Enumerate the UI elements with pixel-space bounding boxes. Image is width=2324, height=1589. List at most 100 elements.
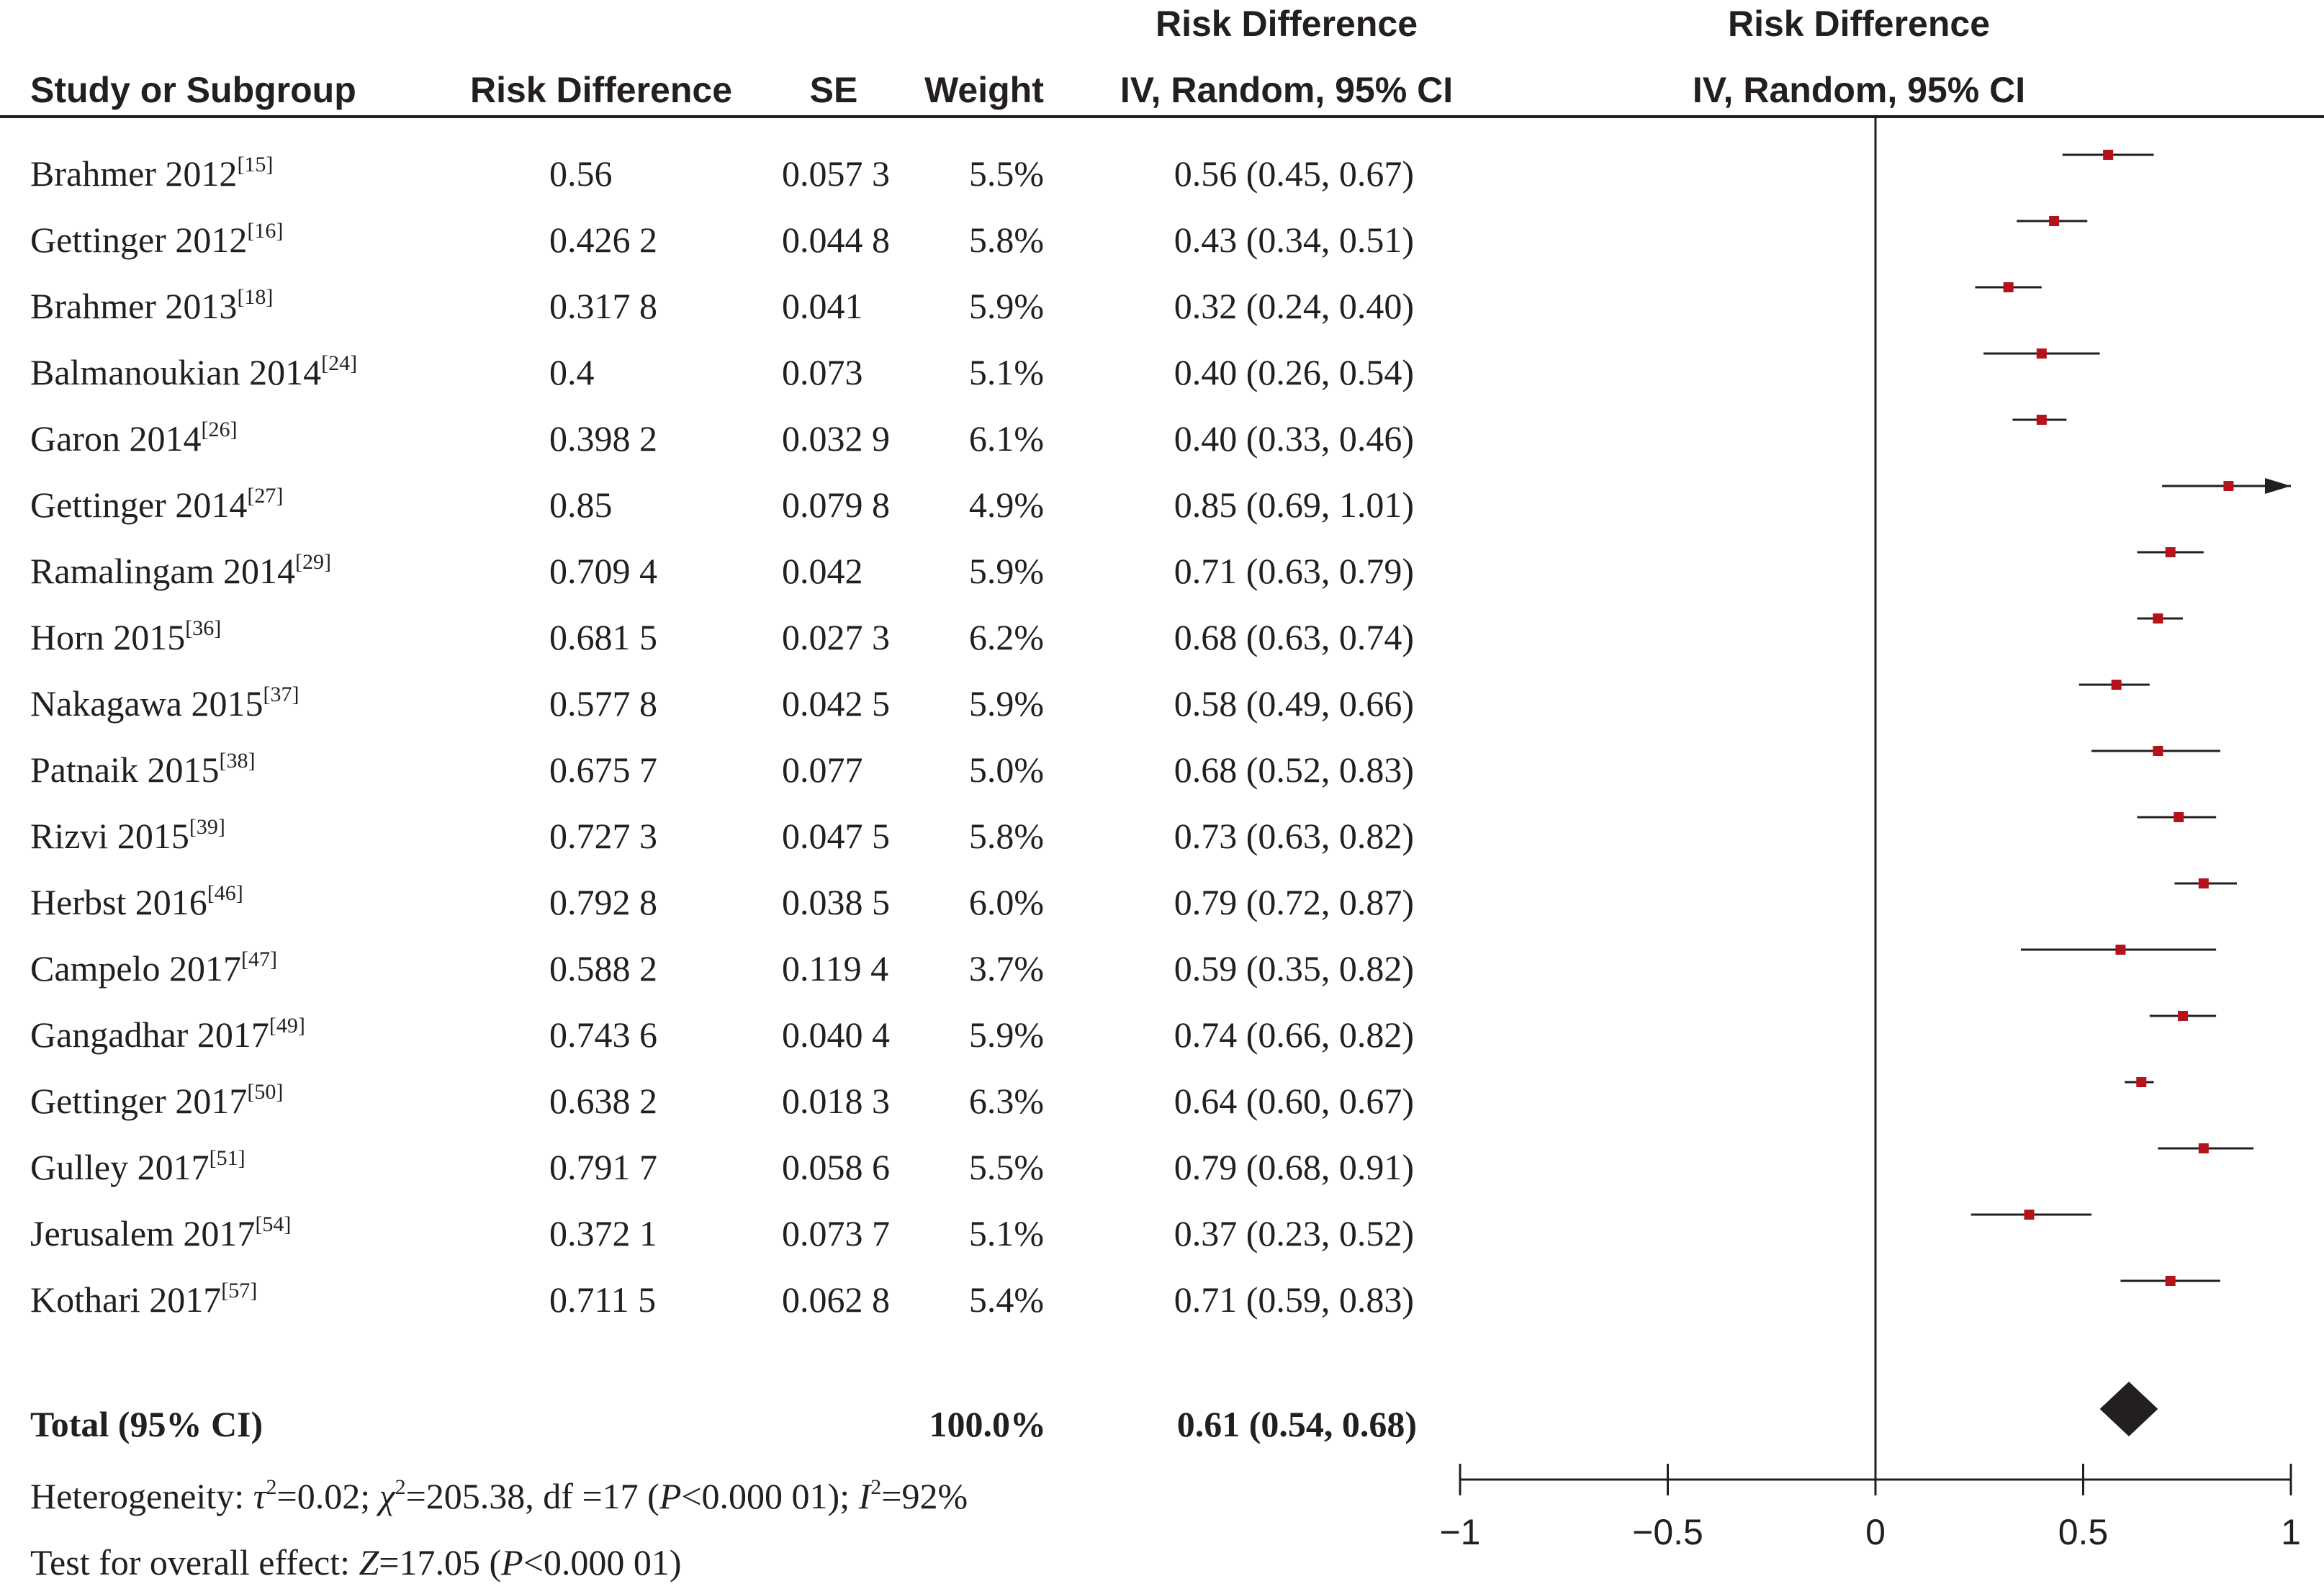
study-marker <box>2153 613 2163 624</box>
study-label: Gangadhar 2017 <box>30 1014 269 1055</box>
weight-value: 6.2% <box>968 617 1044 657</box>
study-label: Campelo 2017 <box>30 948 242 989</box>
pooled-diamond <box>2099 1382 2158 1436</box>
weight-value: 6.0% <box>968 882 1044 922</box>
risk-difference-value: 0.791 7 <box>549 1147 657 1187</box>
risk-difference-value: 0.709 4 <box>549 551 657 591</box>
se-value: 0.044 8 <box>782 220 890 260</box>
study-name: Jerusalem 2017[54] <box>30 1213 291 1253</box>
ci-value: 0.58 (0.49, 0.66) <box>1174 683 1414 724</box>
ci-value: 0.43 (0.34, 0.51) <box>1174 220 1414 260</box>
ci-value: 0.79 (0.72, 0.87) <box>1174 882 1414 922</box>
study-reference: [36] <box>185 616 222 640</box>
study-name: Nakagawa 2015[37] <box>30 683 299 722</box>
study-reference: [27] <box>247 484 284 508</box>
study-label: Gettinger 2017 <box>30 1081 248 1121</box>
weight-value: 5.8% <box>968 816 1044 856</box>
study-name: Gettinger 2012[16] <box>30 220 283 260</box>
risk-difference-value: 0.681 5 <box>549 617 657 657</box>
weight-value: 5.9% <box>968 551 1044 591</box>
weight-value: 5.9% <box>968 286 1044 326</box>
weight-value: 5.4% <box>968 1279 1044 1320</box>
risk-difference-value: 0.675 7 <box>549 750 657 790</box>
risk-difference-value: 0.372 1 <box>549 1213 657 1253</box>
study-label: Herbst 2016 <box>30 882 207 922</box>
weight-value: 5.5% <box>968 153 1044 194</box>
risk-difference-value: 0.317 8 <box>549 286 657 326</box>
study-name: Gettinger 2014[27] <box>30 484 284 525</box>
risk-difference-value: 0.588 2 <box>549 948 657 989</box>
ci-value: 0.40 (0.33, 0.46) <box>1174 418 1414 459</box>
se-value: 0.058 6 <box>782 1147 890 1187</box>
se-value: 0.062 8 <box>782 1279 890 1320</box>
se-value: 0.018 3 <box>782 1081 890 1121</box>
study-reference: [46] <box>207 881 243 905</box>
study-marker <box>2177 1011 2188 1021</box>
study-label: Balmanoukian 2014 <box>30 352 322 392</box>
study-reference: [51] <box>209 1146 246 1170</box>
study-marker <box>2174 812 2184 822</box>
header-weight: Weight <box>924 70 1044 110</box>
heterogeneity-text: Heterogeneity: τ2=0.02; χ2=205.38, df =1… <box>30 1475 968 1516</box>
study-marker <box>2024 1210 2035 1220</box>
study-marker <box>2165 547 2176 557</box>
ci-value: 0.74 (0.66, 0.82) <box>1174 1014 1414 1055</box>
weight-value: 4.9% <box>968 485 1044 525</box>
study-label: Gulley 2017 <box>30 1147 210 1187</box>
study-label: Kothari 2017 <box>30 1279 222 1320</box>
risk-difference-value: 0.727 3 <box>549 816 657 856</box>
study-reference: [38] <box>219 749 256 773</box>
se-value: 0.042 5 <box>782 683 890 724</box>
ci-value: 0.56 (0.45, 0.67) <box>1174 153 1414 194</box>
study-label: Garon 2014 <box>30 418 202 459</box>
study-name: Kothari 2017[57] <box>30 1279 258 1320</box>
study-label: Jerusalem 2017 <box>30 1213 256 1253</box>
risk-difference-value: 0.4 <box>549 352 595 392</box>
study-label: Rizvi 2015 <box>30 816 189 856</box>
study-marker <box>2136 1077 2147 1087</box>
overall-effect-text: Test for overall effect: Z=17.05 (P<0.00… <box>30 1542 682 1583</box>
weight-value: 6.1% <box>968 418 1044 459</box>
study-label: Patnaik 2015 <box>30 750 220 790</box>
study-name: Balmanoukian 2014[24] <box>30 351 358 392</box>
se-value: 0.119 4 <box>782 948 889 989</box>
study-marker <box>2003 282 2014 292</box>
study-reference: [57] <box>221 1279 258 1302</box>
risk-difference-value: 0.577 8 <box>549 683 657 724</box>
risk-difference-value: 0.638 2 <box>549 1081 657 1121</box>
study-label: Ramalingam 2014 <box>30 551 295 591</box>
study-marker <box>2103 150 2114 160</box>
study-reference: [24] <box>321 351 358 375</box>
risk-difference-value: 0.398 2 <box>549 418 657 459</box>
study-name: Herbst 2016[46] <box>30 881 243 922</box>
study-reference: [37] <box>263 683 299 706</box>
study-label: Gettinger 2012 <box>30 220 248 260</box>
header-rule <box>0 115 2324 118</box>
header-study: Study or Subgroup <box>30 70 356 110</box>
se-value: 0.041 <box>782 286 863 326</box>
study-reference: [15] <box>237 153 274 176</box>
study-marker <box>2198 878 2209 888</box>
study-marker <box>2165 1276 2176 1286</box>
x-tick-label: −1 <box>1439 1512 1480 1552</box>
weight-value: 3.7% <box>968 948 1044 989</box>
ci-value: 0.73 (0.63, 0.82) <box>1174 816 1414 856</box>
se-value: 0.073 7 <box>782 1213 890 1253</box>
study-name: Brahmer 2013[18] <box>30 286 273 326</box>
x-tick-label: −0.5 <box>1632 1512 1703 1552</box>
study-label: Brahmer 2013 <box>30 286 238 326</box>
se-value: 0.038 5 <box>782 882 890 922</box>
study-label: Gettinger 2014 <box>30 485 248 525</box>
study-name: Patnaik 2015[38] <box>30 749 256 790</box>
study-name: Brahmer 2012[15] <box>30 153 274 192</box>
ci-value: 0.71 (0.63, 0.79) <box>1174 551 1414 591</box>
risk-difference-value: 0.85 <box>549 485 613 525</box>
study-reference: [39] <box>189 815 225 839</box>
header-risk-difference: Risk Difference <box>469 70 733 110</box>
ci-value: 0.59 (0.35, 0.82) <box>1174 948 1414 989</box>
se-value: 0.073 <box>782 352 863 392</box>
x-tick-label: 0.5 <box>2058 1512 2109 1552</box>
weight-value: 5.8% <box>968 220 1044 260</box>
se-value: 0.077 <box>782 750 863 790</box>
study-name: Ramalingam 2014[29] <box>30 551 331 591</box>
